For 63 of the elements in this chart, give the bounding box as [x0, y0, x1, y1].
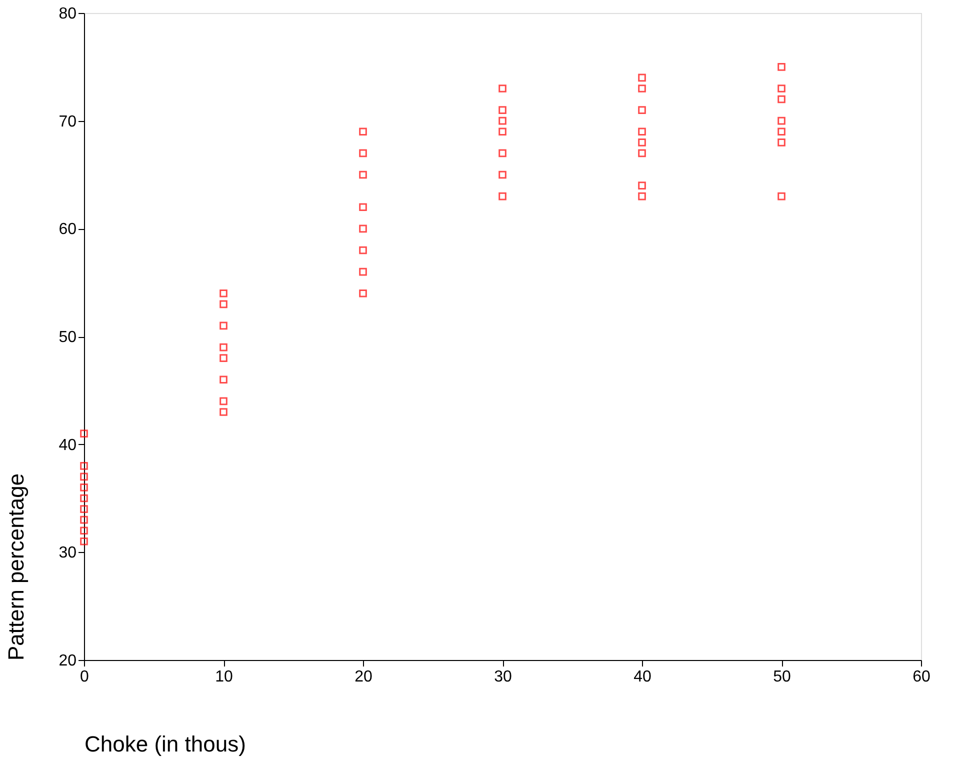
point	[638, 138, 646, 146]
point	[498, 192, 506, 200]
point	[778, 128, 786, 136]
point	[638, 128, 646, 136]
point	[80, 526, 88, 535]
point	[359, 203, 367, 212]
point	[778, 95, 786, 104]
point	[778, 192, 786, 200]
point	[80, 472, 88, 481]
point	[220, 322, 228, 330]
point	[778, 138, 786, 146]
x-tick-label: 60	[912, 668, 930, 686]
point	[778, 63, 786, 71]
point	[80, 505, 88, 513]
x-tick-label: 0	[80, 668, 90, 686]
point	[638, 192, 646, 200]
point	[638, 106, 646, 114]
point	[80, 494, 88, 502]
point	[359, 149, 367, 158]
point	[80, 537, 88, 546]
y-axis-title: Pattern percentage	[4, 473, 29, 660]
point	[80, 462, 88, 470]
point	[778, 84, 786, 92]
x-tick-label: 50	[773, 668, 791, 686]
point	[220, 300, 228, 308]
y-tick-label: 20	[58, 652, 77, 670]
point	[220, 397, 228, 406]
point	[220, 376, 228, 384]
point	[80, 516, 88, 524]
point	[359, 128, 367, 136]
point	[638, 182, 646, 190]
x-tick-label: 30	[494, 668, 512, 686]
point	[359, 268, 367, 276]
point	[220, 408, 228, 416]
point	[80, 430, 88, 438]
point	[220, 289, 228, 298]
point	[498, 84, 506, 92]
y-tick-label: 70	[58, 113, 77, 130]
point	[498, 128, 506, 136]
point	[498, 106, 506, 114]
point	[638, 74, 646, 82]
x-tick-label: 10	[215, 668, 233, 686]
point	[359, 289, 367, 298]
point	[498, 170, 506, 179]
y-tick-label: 60	[58, 221, 77, 238]
point	[80, 484, 88, 492]
point	[778, 116, 786, 125]
point	[359, 224, 367, 233]
point	[638, 84, 646, 92]
point	[638, 149, 646, 158]
y-tick-label: 50	[58, 329, 77, 346]
x-axis-title: Choke (in thous)	[84, 732, 246, 756]
point	[220, 343, 228, 352]
x-tick-label: 40	[634, 668, 652, 686]
point	[498, 116, 506, 125]
point	[220, 354, 228, 362]
y-tick-label: 40	[58, 436, 77, 454]
point	[359, 246, 367, 254]
x-tick-label: 20	[354, 668, 372, 686]
point	[359, 170, 367, 179]
y-tick-label: 80	[58, 6, 77, 22]
point	[498, 149, 506, 158]
y-tick-label: 30	[58, 544, 77, 562]
